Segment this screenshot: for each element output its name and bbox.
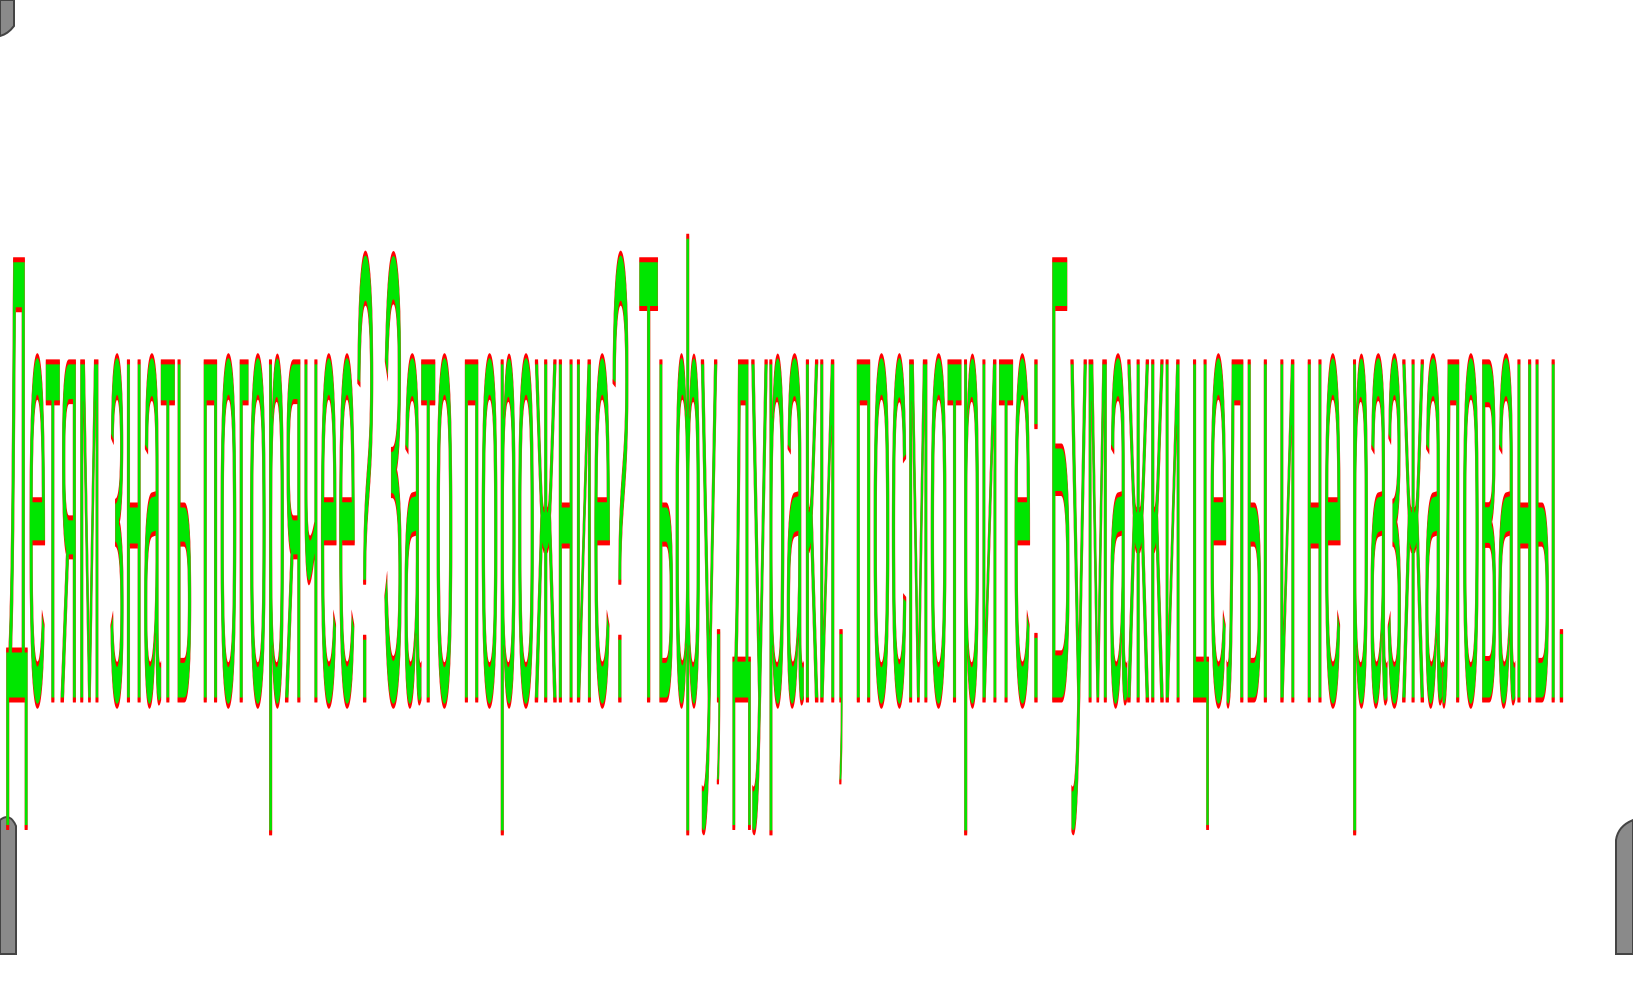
corner-handle bbox=[0, 816, 17, 955]
corner-handle bbox=[0, 0, 15, 38]
stretched-text: Детям знать погорячее? Зато порожние? Ть… bbox=[6, 121, 1566, 840]
corner-handle bbox=[1615, 818, 1633, 955]
